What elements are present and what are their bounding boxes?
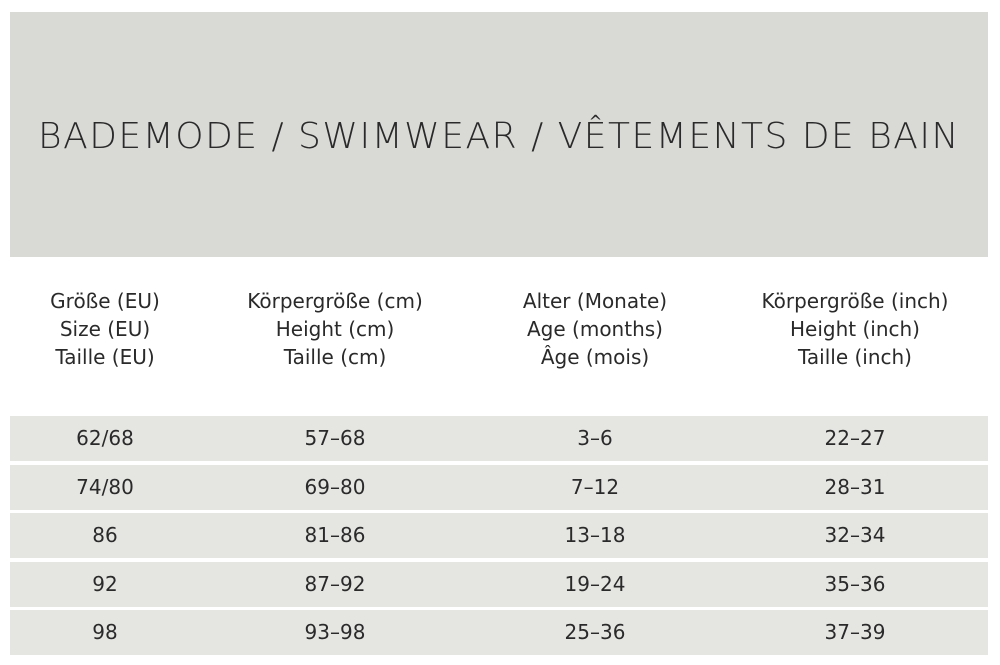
table-cell: 62/68 — [76, 426, 134, 450]
header-cell: Körpergröße (inch) — [761, 289, 949, 313]
table-cell: 35–36 — [824, 572, 886, 596]
table-cell: 3–6 — [577, 426, 613, 450]
table-cell: 13–18 — [564, 523, 626, 547]
header-cell: Größe (EU) — [50, 289, 160, 313]
table-cell: 87–92 — [304, 572, 366, 596]
header-cell: Height (cm) — [275, 317, 395, 341]
table-cell: 28–31 — [824, 475, 886, 499]
table-row — [10, 562, 988, 607]
table-row — [10, 610, 988, 655]
table-cell: 37–39 — [824, 620, 886, 644]
header-cell: Taille (cm) — [283, 345, 387, 369]
header-cell: Taille (inch) — [797, 345, 912, 369]
table-cell: 57–68 — [304, 426, 366, 450]
header-cell: Size (EU) — [59, 317, 151, 341]
table-row — [10, 465, 988, 510]
table-cell: 7–12 — [570, 475, 620, 499]
table-cell: 19–24 — [564, 572, 626, 596]
table-cell: 32–34 — [824, 523, 886, 547]
header-cell: Âge (mois) — [540, 345, 650, 369]
table-cell: 22–27 — [824, 426, 886, 450]
header-cell: Height (inch) — [790, 317, 920, 341]
table-cell: 69–80 — [304, 475, 366, 499]
header-cell: Körpergröße (cm) — [247, 289, 423, 313]
table-cell: 92 — [92, 572, 118, 596]
title-banner: BADEMODE / SWIMWEAR / VÊTEMENTS DE BAIN — [10, 12, 988, 257]
table-cell: 81–86 — [304, 523, 366, 547]
table-cell: 98 — [92, 620, 118, 644]
header-cell: Alter (Monate) — [522, 289, 668, 313]
table-cell: 86 — [92, 523, 118, 547]
header-cell: Taille (EU) — [55, 345, 155, 369]
header-cell: Age (months) — [527, 317, 663, 341]
table-row — [10, 513, 988, 558]
table-cell: 74/80 — [76, 475, 134, 499]
table-cell: 93–98 — [304, 620, 366, 644]
title: BADEMODE / SWIMWEAR / VÊTEMENTS DE BAIN — [38, 116, 960, 157]
table-row — [10, 416, 988, 461]
table-cell: 25–36 — [564, 620, 626, 644]
